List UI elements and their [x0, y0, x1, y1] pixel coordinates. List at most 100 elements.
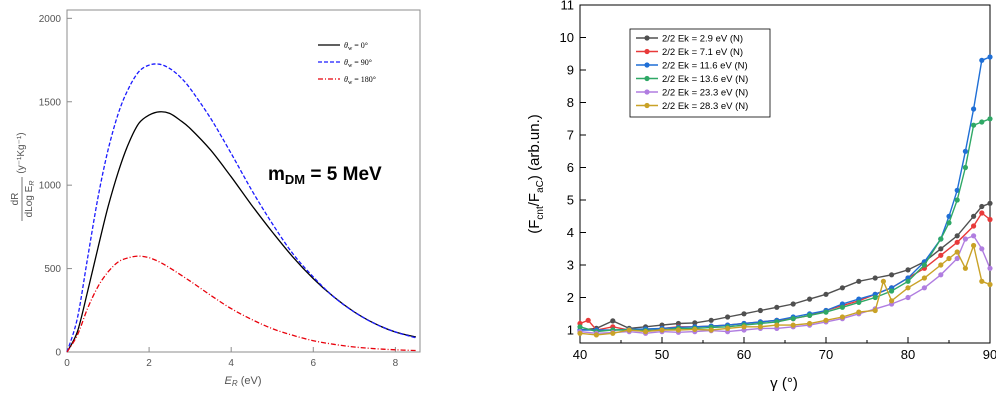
- left-x-tick-label: 2: [146, 358, 152, 369]
- right-series-point-5: [856, 309, 862, 315]
- right-series-point-0: [823, 291, 829, 297]
- right-series-point-5: [692, 326, 698, 332]
- left-legend-label-2: θw = 180°: [344, 75, 376, 86]
- right-series-point-0: [987, 200, 993, 206]
- right-series-point-5: [987, 281, 993, 288]
- right-series-point-0: [889, 272, 895, 278]
- right-series-point-0: [790, 301, 796, 307]
- right-series-point-5: [889, 298, 895, 304]
- left-ticks: 0 2 4 6 8 0 500 1000 1500 2000: [39, 14, 399, 369]
- right-series-point-5: [643, 329, 649, 335]
- right-legend-marker-2: [644, 62, 650, 68]
- right-y-tick-label: 9: [567, 63, 574, 78]
- right-legend-label-4: 2/2 Ek = 23.3 eV (N): [662, 88, 748, 99]
- right-legend-label-1: 2/2 Ek = 7.1 eV (N): [662, 47, 743, 58]
- right-series-point-0: [807, 296, 813, 302]
- right-x-tick-label: 60: [737, 347, 751, 362]
- right-series-point-1: [971, 223, 977, 229]
- right-series-point-3: [790, 316, 796, 322]
- right-series-point-3: [987, 116, 993, 122]
- right-series-line-3: [579, 118, 991, 333]
- left-y-label-denominator: dLog ER: [24, 181, 36, 218]
- right-series-point-5: [962, 265, 969, 271]
- right-legend-label-2: 2/2 Ek = 11.6 eV (N): [662, 61, 748, 72]
- right-series-point-0: [757, 307, 764, 314]
- right-series-point-0: [774, 304, 780, 310]
- left-y-tick-label: 1500: [39, 97, 62, 108]
- right-series-point-0: [979, 203, 985, 210]
- right-y-tick-label: 2: [567, 290, 574, 305]
- right-series-point-5: [757, 324, 764, 330]
- right-y-axis-label: (Fcnt/FaC) (arb.un.): [526, 114, 546, 234]
- right-series-point-5: [823, 317, 829, 323]
- right-y-tick-label: 7: [567, 128, 574, 143]
- right-x-tick-label: 50: [655, 347, 669, 362]
- left-y-tick-label: 1000: [39, 181, 62, 192]
- left-y-tick-label: 0: [55, 348, 61, 359]
- right-x-tick-label: 80: [901, 347, 915, 362]
- right-series-point-3: [872, 294, 878, 301]
- right-series-point-2: [962, 148, 969, 154]
- right-series-point-3: [839, 304, 846, 310]
- left-y-label-unit: (y⁻¹Kg⁻¹): [16, 132, 27, 173]
- right-series-point-3: [938, 236, 944, 242]
- right-series-point-5: [979, 278, 985, 284]
- right-y-tick-label: 1: [567, 323, 574, 338]
- right-series-point-5: [774, 322, 780, 328]
- right-series-point-0: [708, 317, 714, 323]
- left-y-axis-label: dR dLog ER (y⁻¹Kg⁻¹): [10, 132, 36, 221]
- right-legend-items: 2/2 Ek = 2.9 eV (N) 2/2 Ek = 7.1 eV (N) 2/…: [636, 34, 748, 112]
- right-series-point-4: [905, 294, 911, 301]
- right-series-point-4: [954, 255, 960, 262]
- right-series-point-3: [971, 122, 977, 128]
- right-x-axis-label: γ (°): [770, 375, 798, 392]
- right-series-point-5: [659, 327, 665, 333]
- right-series-line-4: [579, 234, 991, 335]
- right-x-tick-label: 90: [983, 347, 996, 362]
- right-series-point-0: [905, 267, 911, 273]
- right-y-tick-label: 11: [561, 0, 575, 13]
- right-y-tick-label: 6: [567, 160, 574, 175]
- right-series-point-5: [938, 262, 944, 268]
- left-x-tick-label: 4: [228, 358, 234, 369]
- right-series-point-0: [610, 318, 616, 324]
- right-legend-marker-1: [644, 48, 650, 55]
- right-legend-marker-5: [644, 102, 650, 109]
- right-series-point-2: [987, 54, 993, 60]
- right-series-point-4: [962, 236, 969, 242]
- left-legend-label-0: θw = 0°: [344, 41, 368, 52]
- right-series-point-0: [692, 320, 698, 326]
- left-y-tick-label: 500: [44, 264, 61, 275]
- right-series-point-4: [938, 272, 944, 278]
- right-series-point-3: [807, 312, 813, 318]
- left-series-line-1: [66, 63, 417, 353]
- right-legend: 2/2 Ek = 2.9 eV (N) 2/2 Ek = 7.1 eV (N) 2/…: [629, 28, 771, 118]
- right-series-point-0: [954, 233, 960, 239]
- right-series-point-5: [725, 325, 731, 331]
- right-series-point-4: [979, 246, 985, 252]
- left-legend: θw = 0° θw = 90° θw = 180°: [318, 41, 376, 86]
- left-x-axis-label: ER (eV): [225, 375, 262, 388]
- right-series-point-0: [725, 314, 731, 320]
- left-series-line-2: [66, 255, 416, 353]
- right-series-point-3: [946, 220, 952, 226]
- right-series-point-3: [962, 164, 969, 171]
- right-series-point-5: [741, 324, 747, 330]
- right-series-point-5: [946, 255, 952, 262]
- right-series-point-5: [905, 285, 911, 291]
- right-legend-label-5: 2/2 Ek = 28.3 eV (N): [662, 101, 748, 112]
- right-series-point-5: [593, 332, 600, 338]
- right-legend-label-0: 2/2 Ek = 2.9 eV (N): [662, 34, 743, 45]
- right-series-point-2: [971, 106, 977, 112]
- right-series-point-1: [979, 210, 985, 216]
- left-chart: 0 2 4 6 8 0 500 1000 1500 2000 θw = 0° θw = 90° θ…: [10, 9, 421, 388]
- right-legend-marker-0: [644, 35, 650, 41]
- right-y-tick-label: 10: [560, 30, 574, 45]
- right-series-point-2: [954, 187, 960, 193]
- left-x-tick-label: 6: [310, 358, 316, 369]
- right-series-point-5: [839, 314, 846, 320]
- left-y-label-numerator: dR: [10, 193, 21, 206]
- right-series-point-3: [921, 262, 928, 268]
- right-legend-box: [629, 28, 771, 118]
- right-series-line-0: [579, 202, 991, 331]
